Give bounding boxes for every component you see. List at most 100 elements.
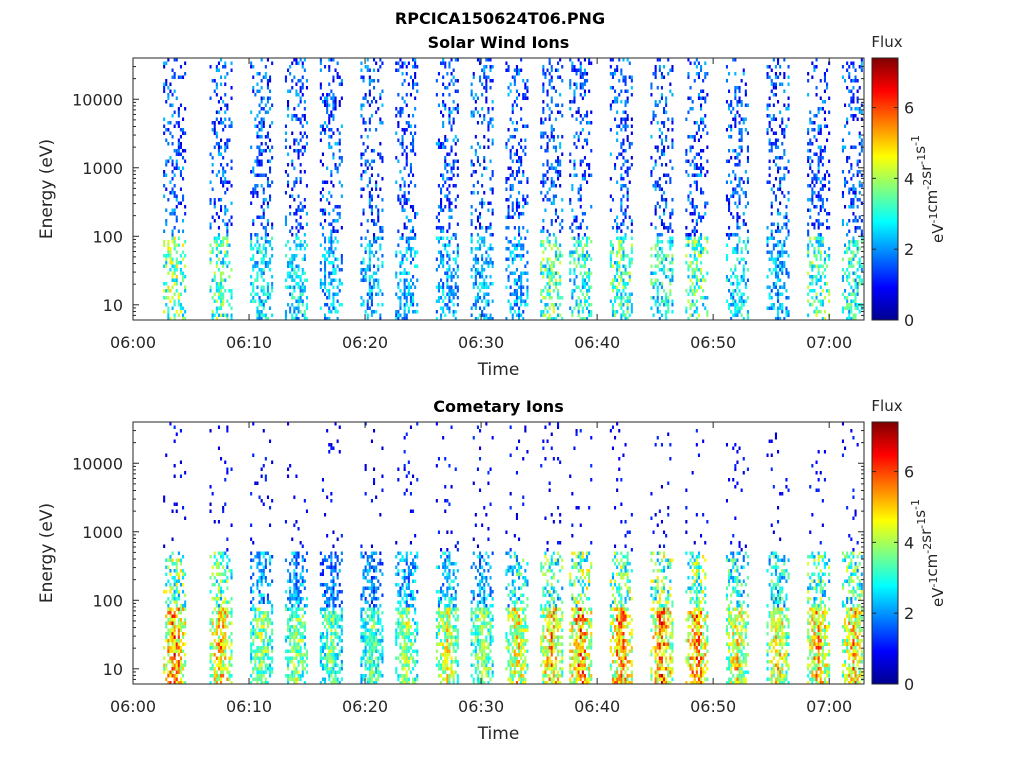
- heatmap-cell: [740, 313, 743, 317]
- heatmap-cell: [472, 170, 475, 174]
- heatmap-cell: [444, 86, 447, 90]
- heatmap-cell: [630, 261, 633, 265]
- heatmap-cell: [611, 100, 614, 104]
- heatmap-cell: [856, 247, 859, 251]
- heatmap-cell: [620, 205, 623, 209]
- heatmap-cell: [774, 194, 777, 198]
- heatmap-cell: [293, 268, 296, 272]
- heatmap-cell: [179, 306, 182, 310]
- heatmap-cell: [777, 289, 780, 293]
- heatmap-cell: [403, 317, 406, 321]
- heatmap-cell: [364, 268, 367, 272]
- heatmap-cell: [815, 310, 818, 314]
- heatmap-cell: [583, 82, 586, 86]
- heatmap-cell: [173, 576, 176, 580]
- heatmap-cell: [687, 233, 690, 237]
- heatmap-cell: [260, 96, 263, 100]
- heatmap-cell: [850, 285, 853, 289]
- heatmap-cell: [295, 61, 298, 65]
- heatmap-cell: [542, 121, 545, 125]
- heatmap-cell: [511, 292, 514, 296]
- heatmap-cell: [479, 296, 482, 300]
- heatmap-cell: [256, 261, 259, 265]
- heatmap-cell: [287, 271, 290, 275]
- heatmap-cell: [622, 177, 625, 181]
- heatmap-cell: [559, 313, 562, 317]
- heatmap-cell: [811, 264, 814, 268]
- heatmap-cell: [725, 100, 728, 104]
- heatmap-cell: [165, 264, 168, 268]
- heatmap-cell: [222, 271, 225, 275]
- heatmap-cell: [826, 82, 829, 86]
- heatmap-cell: [299, 247, 302, 251]
- heatmap-cell: [841, 65, 844, 69]
- heatmap-cell: [809, 261, 812, 265]
- heatmap-cell: [324, 219, 327, 223]
- heatmap-cell: [787, 103, 790, 107]
- heatmap-cell: [437, 289, 440, 293]
- heatmap-cell: [373, 58, 376, 62]
- heatmap-cell: [848, 72, 851, 76]
- heatmap-cell: [557, 306, 560, 310]
- heatmap-cell: [360, 222, 363, 226]
- heatmap-cell: [171, 646, 174, 650]
- heatmap-cell: [704, 75, 707, 79]
- heatmap-cell: [685, 310, 688, 314]
- heatmap-cell: [169, 422, 172, 426]
- heatmap-cell: [171, 159, 174, 163]
- heatmap-cell: [338, 149, 341, 153]
- heatmap-cell: [338, 205, 341, 209]
- heatmap-cell: [456, 250, 459, 254]
- heatmap-cell: [691, 135, 694, 139]
- heatmap-cell: [620, 100, 623, 104]
- heatmap-cell: [173, 646, 176, 650]
- heatmap-cell: [766, 236, 769, 240]
- heatmap-cells: [163, 58, 863, 321]
- heatmap-cell: [446, 254, 449, 258]
- heatmap-cell: [813, 135, 816, 139]
- heatmap-cell: [663, 268, 666, 272]
- heatmap-cell: [844, 271, 847, 275]
- heatmap-cell: [362, 303, 365, 307]
- heatmap-cell: [226, 107, 229, 111]
- heatmap-cell: [305, 212, 308, 216]
- heatmap-cell: [213, 313, 216, 317]
- heatmap-cell: [414, 61, 417, 65]
- heatmap-cell: [326, 180, 329, 184]
- heatmap-cell: [616, 156, 619, 160]
- heatmap-cell: [777, 187, 780, 191]
- heatmap-cell: [262, 247, 265, 251]
- heatmap-cell: [848, 275, 851, 279]
- heatmap-cell: [271, 254, 274, 258]
- heatmap-cell: [287, 89, 290, 93]
- heatmap-cell: [823, 145, 826, 149]
- heatmap-cell: [163, 131, 166, 135]
- heatmap-cell: [740, 275, 743, 279]
- heatmap-cell: [856, 243, 859, 247]
- heatmap-cell: [546, 103, 549, 107]
- heatmap-cell: [269, 89, 272, 93]
- heatmap-cell: [614, 278, 617, 282]
- heatmap-cell: [209, 289, 212, 293]
- heatmap-cell: [614, 285, 617, 289]
- heatmap-cell: [403, 306, 406, 310]
- heatmap-cell: [540, 299, 543, 303]
- heatmap-cell: [772, 159, 775, 163]
- heatmap-cell: [184, 131, 187, 135]
- heatmap-cell: [700, 219, 703, 223]
- heatmap-cell: [702, 117, 705, 121]
- heatmap-cell: [224, 124, 227, 128]
- heatmap-cell: [695, 187, 698, 191]
- heatmap-cell: [165, 572, 168, 576]
- heatmap-cell: [266, 233, 269, 237]
- heatmap-cell: [513, 289, 516, 293]
- heatmap-cell: [550, 247, 553, 251]
- heatmap-cell: [730, 194, 733, 198]
- heatmap-cell: [485, 229, 488, 233]
- heatmap-cell: [507, 93, 510, 97]
- heatmap-cell: [552, 310, 555, 314]
- heatmap-cell: [736, 184, 739, 188]
- heatmap-cell: [526, 229, 529, 233]
- heatmap-cell: [858, 159, 861, 163]
- heatmap-cell: [368, 82, 371, 86]
